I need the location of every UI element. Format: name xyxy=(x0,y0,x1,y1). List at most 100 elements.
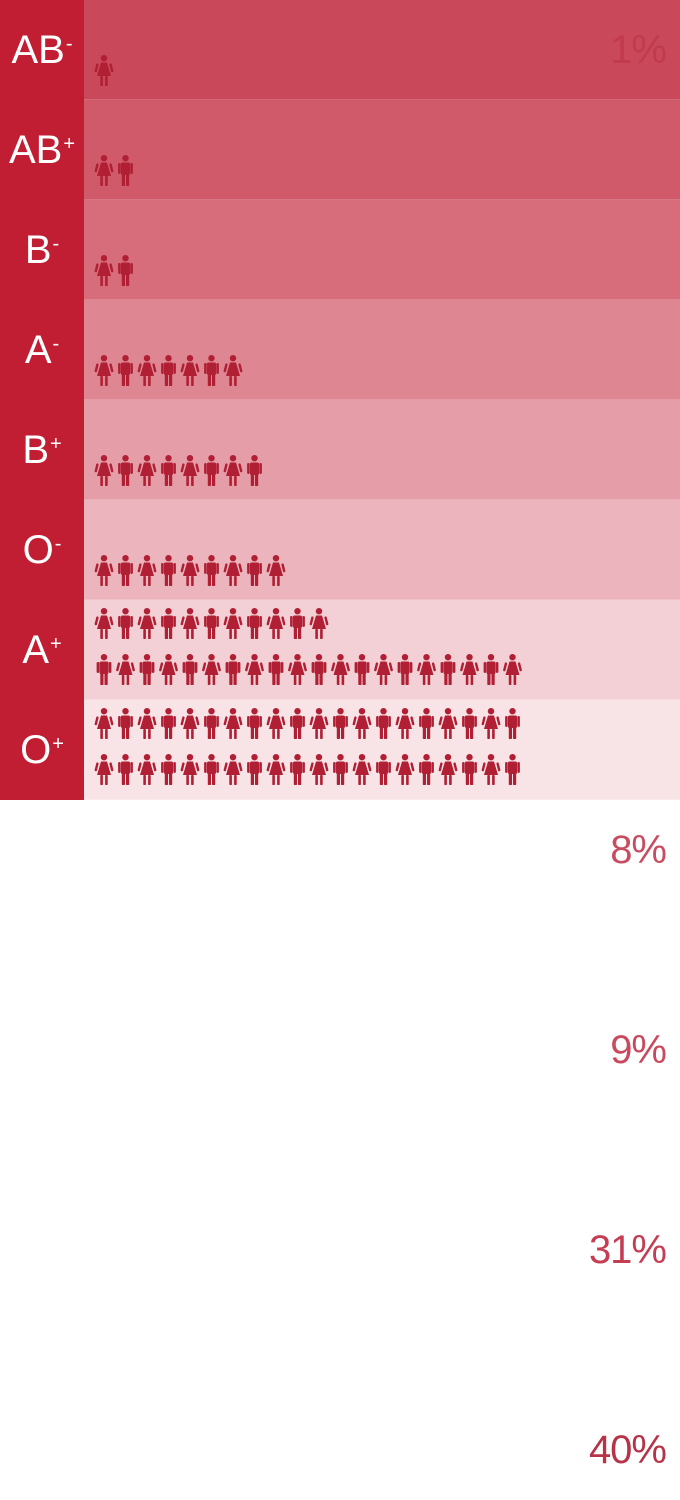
percentage-label: 31% xyxy=(588,1227,667,1272)
person-icon xyxy=(247,455,262,486)
person-icon xyxy=(266,708,286,739)
rh-sign: - xyxy=(52,233,60,255)
blood-type-label: B- xyxy=(0,200,84,300)
row-o-pos: 40% xyxy=(84,700,680,1472)
person-icon xyxy=(137,455,157,486)
person-icon xyxy=(440,654,456,685)
person-icon xyxy=(118,355,133,386)
person-icon xyxy=(376,754,391,785)
percentage-label: 9% xyxy=(610,1027,667,1072)
person-icon xyxy=(352,754,372,785)
row-b-neg: 2% xyxy=(84,200,680,472)
row-ab-neg: 1% xyxy=(84,0,680,100)
person-icon xyxy=(309,754,329,785)
person-icon xyxy=(94,155,114,186)
person-icon xyxy=(223,754,243,785)
row-b-pos: 8% xyxy=(84,400,680,872)
person-icon xyxy=(118,455,133,486)
person-icon xyxy=(481,754,501,785)
person-icon xyxy=(462,708,477,739)
person-icon xyxy=(94,55,114,86)
person-icon xyxy=(94,555,114,586)
person-icon xyxy=(137,708,157,739)
blood-type-group: A xyxy=(22,628,49,672)
person-icon xyxy=(161,608,176,639)
person-icon xyxy=(94,355,114,386)
person-icon xyxy=(266,608,286,639)
person-icon xyxy=(290,708,305,739)
people-icons xyxy=(94,608,522,685)
person-icon xyxy=(374,654,393,685)
person-icon xyxy=(159,654,178,685)
row-a-neg: 7% xyxy=(84,300,680,672)
people-icons xyxy=(94,708,520,785)
person-icon xyxy=(290,608,305,639)
person-icon xyxy=(505,754,520,785)
person-icon xyxy=(96,654,112,685)
people-icons xyxy=(94,155,133,186)
people-icons xyxy=(94,355,243,386)
blood-type-label: O + xyxy=(0,700,84,800)
person-icon xyxy=(505,708,520,739)
blood-type-group: AB xyxy=(8,128,63,172)
rh-sign: + xyxy=(50,433,62,455)
person-icon xyxy=(204,455,219,486)
people-icons xyxy=(94,255,133,286)
person-icon xyxy=(438,708,458,739)
percentage-label: 1% xyxy=(610,27,667,72)
person-icon xyxy=(180,754,200,785)
person-icon xyxy=(417,654,436,685)
blood-type-group: O xyxy=(22,528,54,572)
person-icon xyxy=(180,355,200,386)
person-icon xyxy=(180,708,200,739)
percentage-label: 8% xyxy=(610,827,667,872)
person-icon xyxy=(94,455,114,486)
person-icon xyxy=(94,608,114,639)
person-icon xyxy=(503,654,522,685)
label-column xyxy=(0,0,84,800)
person-icon xyxy=(137,608,157,639)
person-icon xyxy=(483,654,499,685)
person-icon xyxy=(333,708,348,739)
rh-sign: + xyxy=(52,733,64,755)
person-icon xyxy=(180,455,200,486)
person-icon xyxy=(94,708,114,739)
blood-type-group: AB xyxy=(11,28,65,72)
person-icon xyxy=(266,754,286,785)
person-icon xyxy=(204,708,219,739)
person-icon xyxy=(204,754,219,785)
person-icon xyxy=(223,355,243,386)
blood-type-group: O xyxy=(20,728,52,772)
rh-sign: + xyxy=(50,633,62,655)
person-icon xyxy=(180,608,200,639)
person-icon xyxy=(118,555,133,586)
person-icon xyxy=(204,555,219,586)
percentage-label: 40% xyxy=(588,1427,667,1472)
person-icon xyxy=(268,654,284,685)
person-icon xyxy=(137,754,157,785)
people-icons xyxy=(94,455,262,486)
person-icon xyxy=(352,708,372,739)
person-icon xyxy=(247,708,262,739)
blood-type-group: B xyxy=(22,428,49,472)
person-icon xyxy=(118,255,133,286)
person-icon xyxy=(161,455,176,486)
person-icon xyxy=(223,708,243,739)
person-icon xyxy=(161,708,176,739)
person-icon xyxy=(118,608,133,639)
person-icon xyxy=(139,654,155,685)
person-icon xyxy=(247,608,262,639)
person-icon xyxy=(333,754,348,785)
person-icon xyxy=(223,555,243,586)
person-icon xyxy=(223,608,243,639)
blood-type-label: AB + xyxy=(0,100,84,200)
person-icon xyxy=(182,654,198,685)
person-icon xyxy=(247,754,262,785)
blood-type-label: AB - xyxy=(0,0,84,100)
person-icon xyxy=(309,708,329,739)
people-icons xyxy=(94,555,286,586)
person-icon xyxy=(137,555,157,586)
rh-sign: - xyxy=(65,33,73,55)
person-icon xyxy=(118,708,133,739)
blood-type-label: A- xyxy=(0,300,84,400)
